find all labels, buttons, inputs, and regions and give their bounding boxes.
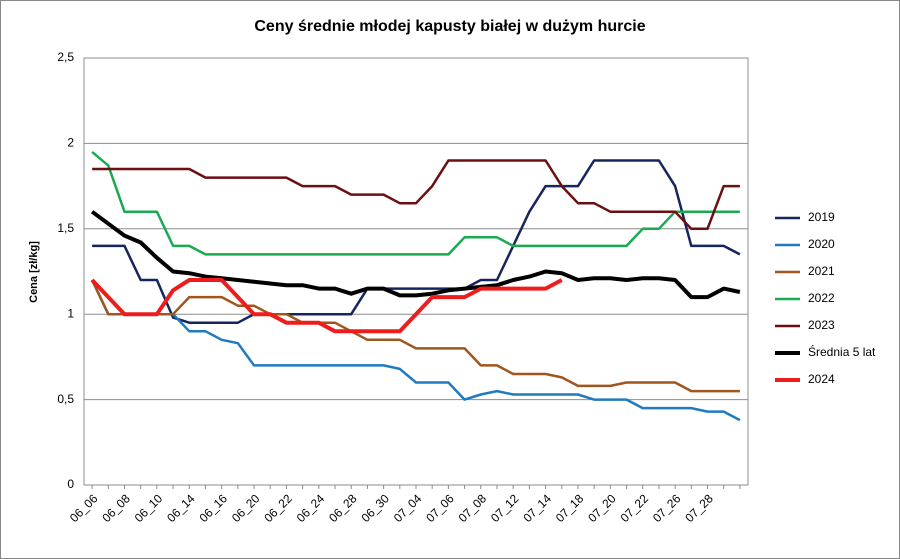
series-line [90,279,741,422]
y-axis-label: Cena [zł/kg] [28,241,40,303]
series-line [91,150,740,256]
legend-label: 2020 [808,237,835,251]
y-tick-label: 1 [67,306,74,320]
legend-label: 2022 [808,291,835,305]
legend-label: 2024 [808,372,835,386]
series-line [92,159,741,324]
legend-label: 2019 [808,210,835,224]
y-tick-label: 1,5 [57,221,74,235]
series-line [90,278,563,334]
series-line [90,210,741,300]
legend-label: 2023 [808,318,835,332]
series-line [92,159,740,231]
legend-label: 2021 [808,264,835,278]
y-tick-label: 2 [67,136,74,150]
chart-title: Ceny średnie młodej kapusty białej w duż… [254,18,645,35]
y-tick-label: 0 [67,477,74,491]
y-tick-label: 2,5 [57,50,74,64]
legend-label: Średnia 5 lat [808,344,876,359]
y-tick-label: 0,5 [57,392,74,406]
series-line [90,279,740,393]
